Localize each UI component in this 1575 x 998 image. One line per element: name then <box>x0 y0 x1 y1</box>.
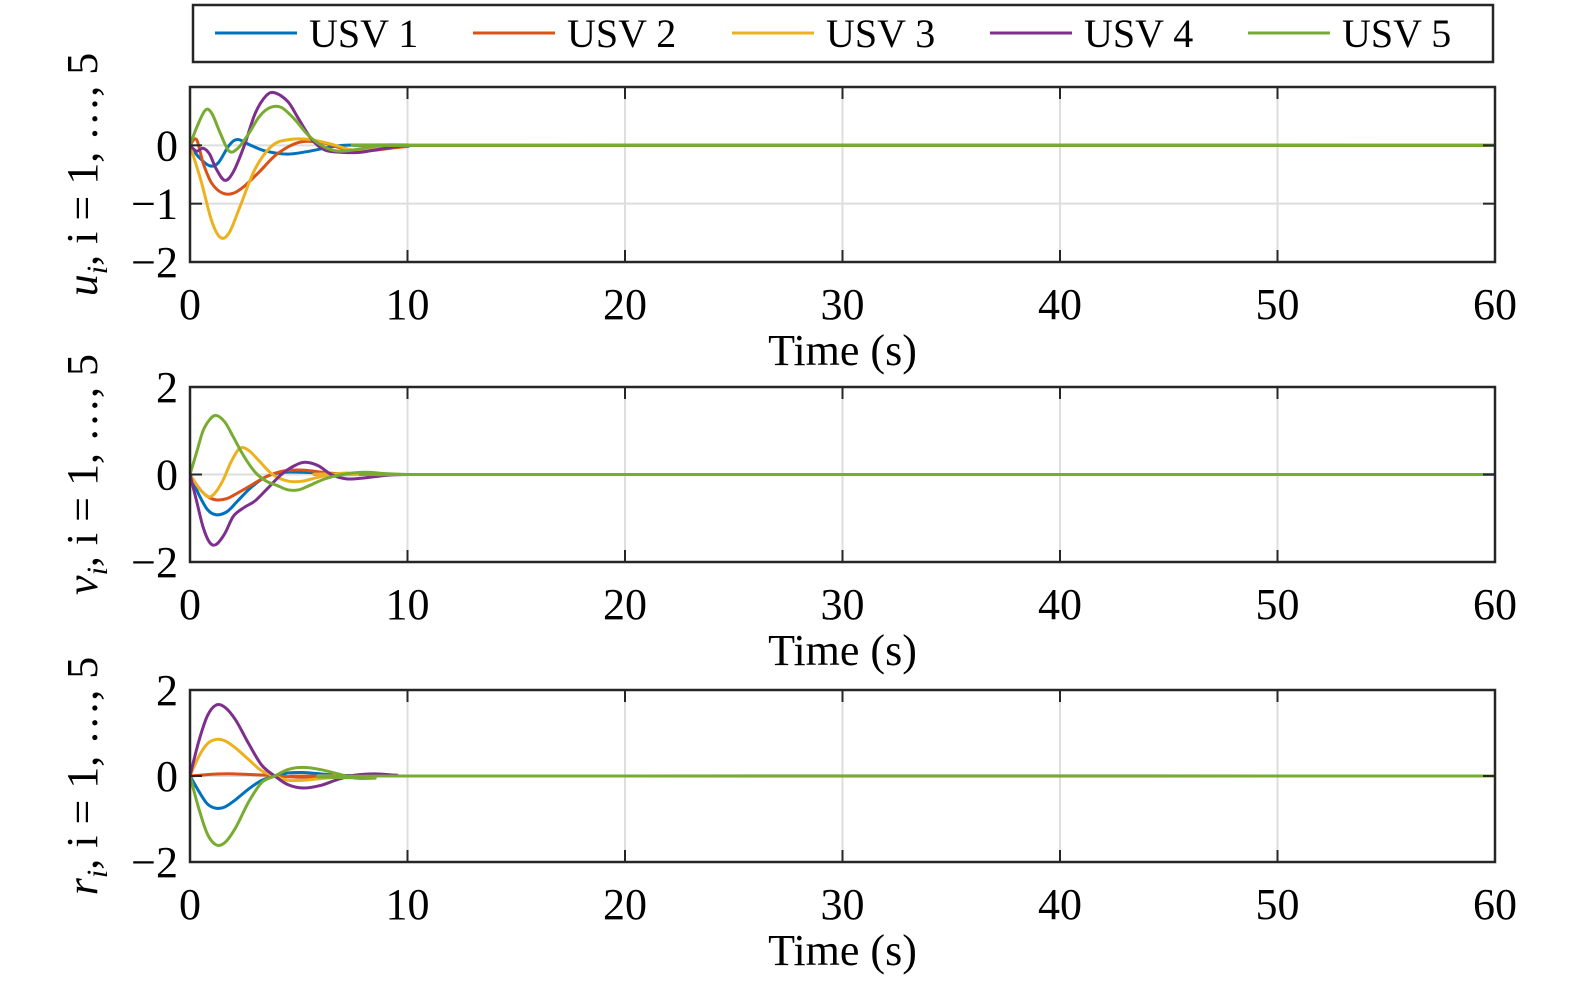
y-axis-var: v <box>58 575 107 595</box>
x-tick-label: 0 <box>179 580 201 629</box>
axes-box <box>188 688 1497 864</box>
x-tick-label: 30 <box>821 880 865 929</box>
legend-label: USV 2 <box>567 11 676 56</box>
y-axis-rest: , i = 1, …, 5 <box>58 53 107 266</box>
y-tick-label: −2 <box>131 538 178 587</box>
axes-box <box>188 85 1497 264</box>
legend-label: USV 3 <box>826 11 935 56</box>
y-axis-subscript: i <box>81 567 114 575</box>
y-axis-rest: , i = 1, …, 5 <box>58 354 107 567</box>
x-tick-label: 20 <box>603 280 647 329</box>
x-tick-label: 60 <box>1473 580 1517 629</box>
x-tick-label: 0 <box>179 280 201 329</box>
x-tick-label: 30 <box>821 280 865 329</box>
chart-panel: 0 10 20 30 40 50 60 −2 −1 0 Time (s) ui, i = 1, …, … <box>58 53 1517 375</box>
y-tick-label: 0 <box>156 752 178 801</box>
legend-label: USV 5 <box>1342 11 1451 56</box>
x-tick-label: 30 <box>821 580 865 629</box>
x-tick-label: 20 <box>603 880 647 929</box>
axes-box <box>188 385 1497 564</box>
x-tick-label: 50 <box>1256 280 1300 329</box>
x-axis-title: Time (s) <box>768 626 917 675</box>
y-tick-label: 2 <box>156 363 178 412</box>
y-tick-label: −2 <box>131 238 178 287</box>
x-tick-label: 10 <box>386 580 430 629</box>
y-tick-label: 0 <box>156 121 178 170</box>
x-tick-label: 60 <box>1473 880 1517 929</box>
y-axis-title: ui, i = 1, …, 5 <box>58 53 114 296</box>
y-axis-rest: , i = 1, …, 5 <box>58 657 107 870</box>
x-tick-label: 10 <box>386 880 430 929</box>
legend-label: USV 4 <box>1084 11 1193 56</box>
y-tick-label: −2 <box>131 838 178 887</box>
x-tick-label: 50 <box>1256 880 1300 929</box>
y-axis-var: u <box>58 274 107 296</box>
y-axis-subscript: i <box>81 870 114 878</box>
y-axis-title: vi, i = 1, …, 5 <box>58 354 114 595</box>
x-tick-label: 60 <box>1473 280 1517 329</box>
y-tick-label: 2 <box>156 666 178 715</box>
series-line-usv5 <box>190 104 1495 154</box>
y-tick-label: −1 <box>131 180 178 229</box>
series-line-usv5 <box>190 765 1495 848</box>
x-axis-title: Time (s) <box>768 926 917 975</box>
x-tick-label: 40 <box>1038 580 1082 629</box>
x-tick-label: 0 <box>179 880 201 929</box>
x-tick-label: 10 <box>386 280 430 329</box>
y-axis-var: r <box>58 877 107 895</box>
series-line-usv5 <box>190 413 1495 492</box>
x-tick-label: 40 <box>1038 280 1082 329</box>
x-axis-title: Time (s) <box>768 326 917 375</box>
legend: USV 1 USV 2 USV 3 USV 4 USV 5 <box>191 3 1495 64</box>
y-axis-subscript: i <box>81 266 114 274</box>
x-tick-label: 50 <box>1256 580 1300 629</box>
x-tick-label: 20 <box>603 580 647 629</box>
y-axis-title: ri, i = 1, …, 5 <box>58 657 114 896</box>
legend-label: USV 1 <box>309 11 418 56</box>
x-tick-label: 40 <box>1038 880 1082 929</box>
y-tick-label: 0 <box>156 451 178 500</box>
